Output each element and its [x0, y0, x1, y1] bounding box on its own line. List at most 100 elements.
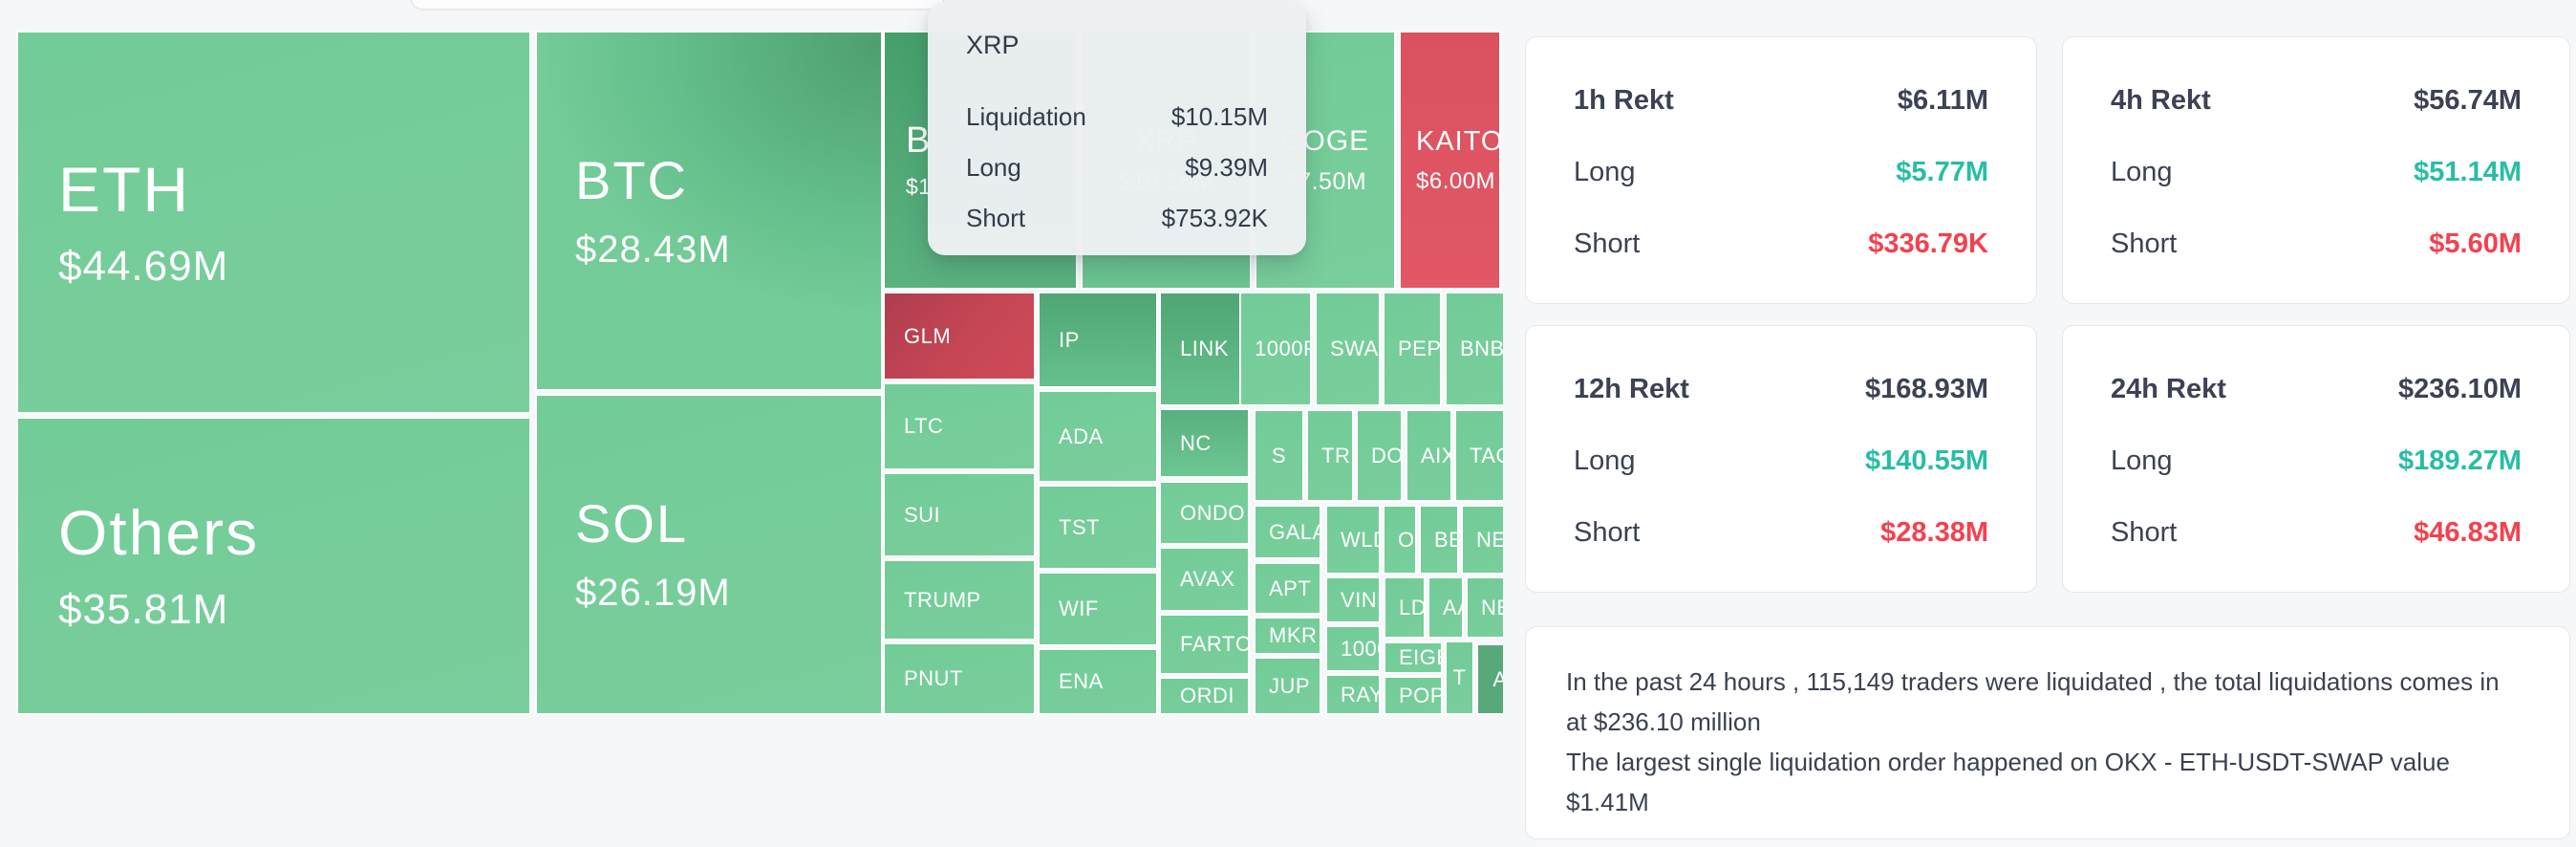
cell-symbol: NC	[1180, 430, 1212, 455]
cell-symbol: WIF	[1059, 597, 1099, 620]
card-short-row: Short $28.38M	[1574, 519, 1988, 547]
treemap-cell-nc[interactable]: NC	[1159, 408, 1250, 478]
treemap-cell-ondo[interactable]: ONDO	[1159, 481, 1250, 545]
tooltip-row-value: $753.92K	[1161, 204, 1268, 232]
tooltip-row-label: Long	[966, 153, 1021, 182]
cell-symbol: SUI	[904, 502, 941, 527]
treemap-cell-trump[interactable]: TRUMP	[883, 559, 1036, 641]
card-long-row: Long $51.14M	[2111, 159, 2522, 186]
cell-liquidation-value: $44.69M	[58, 242, 229, 290]
card-title-row: 1h Rekt $6.11M	[1574, 87, 1988, 115]
treemap-cell-k1000[interactable]: 1000	[1325, 625, 1381, 672]
card-long-row: Long $140.55M	[1574, 447, 1988, 475]
card-total-value: $168.93M	[1865, 374, 1988, 404]
cell-symbol: AAV	[1443, 595, 1462, 619]
card-short-value: $46.83M	[2414, 517, 2522, 548]
card-long-label: Long	[2111, 445, 2173, 476]
treemap-cell-pop[interactable]: POP	[1384, 676, 1443, 715]
treemap-cell-kaito[interactable]: KAITO $6.00M	[1399, 31, 1501, 290]
card-title-row: 24h Rekt $236.10M	[2111, 376, 2522, 403]
summary-line-2: The largest single liquidation order hap…	[1566, 748, 2450, 816]
cell-symbol: PEP	[1398, 337, 1442, 360]
treemap-cell-link[interactable]: LINK	[1159, 292, 1250, 406]
treemap-cell-wif[interactable]: WIF	[1038, 572, 1158, 646]
tooltip-row-value: $10.15M	[1170, 102, 1268, 131]
top-bar-remnant	[411, 0, 944, 10]
treemap-cell-aav[interactable]: AAV	[1428, 576, 1464, 639]
cell-symbol: ETH	[58, 153, 190, 225]
treemap-cell-n[interactable]: NE	[1466, 576, 1503, 639]
treemap-cell-dot[interactable]: DOT	[1356, 409, 1403, 502]
cell-liquidation-value: $6.00M	[1416, 167, 1496, 194]
card-total-value: $56.74M	[2414, 85, 2522, 116]
treemap-cell-aix[interactable]: AIX	[1406, 409, 1452, 502]
treemap-cell-pep[interactable]: PEP	[1383, 292, 1442, 406]
card-long-label: Long	[1574, 157, 1636, 187]
treemap-cell-vine[interactable]: VINE	[1325, 576, 1381, 623]
treemap-cell-s[interactable]: S	[1254, 409, 1304, 502]
cell-symbol: GLM	[904, 323, 952, 348]
cell-symbol: LINK	[1180, 337, 1229, 360]
treemap-cell-bnb[interactable]: BNB	[1445, 292, 1503, 406]
card-long-value: $140.55M	[1865, 445, 1988, 476]
treemap-cell-sui[interactable]: SUI	[883, 472, 1036, 557]
treemap-cell-eigen[interactable]: EIGEN	[1384, 641, 1443, 674]
tooltip-row-liquidation: Liquidation $10.15M	[966, 102, 1268, 132]
treemap-cell-t[interactable]: T	[1445, 641, 1474, 715]
treemap-cell-ldo[interactable]: LDO	[1384, 576, 1426, 639]
treemap-cell-glm[interactable]: GLM	[883, 292, 1036, 380]
cell-symbol: DOT	[1371, 443, 1403, 467]
treemap-cell-trb[interactable]: TRB	[1306, 409, 1354, 502]
card-short-label: Short	[2111, 228, 2178, 259]
treemap-cell-avax[interactable]: AVAX	[1159, 547, 1250, 612]
tooltip-coin-name: XRP	[966, 31, 1020, 59]
treemap-cell-others[interactable]: Others $35.81M	[16, 417, 531, 715]
cell-symbol: A	[1492, 668, 1503, 690]
cell-symbol: 1000P	[1255, 337, 1312, 360]
treemap-cell-ip[interactable]: IP	[1038, 292, 1158, 388]
treemap-cell-a[interactable]: A	[1476, 643, 1503, 715]
cell-symbol: ADA	[1059, 424, 1104, 448]
treemap-cell-apt[interactable]: APT	[1254, 562, 1321, 615]
treemap-cell-ordi[interactable]: ORDI	[1159, 677, 1250, 715]
cell-symbol: JUP	[1269, 673, 1311, 698]
treemap-cell-ena[interactable]: ENA	[1038, 648, 1158, 715]
treemap-cell-swa[interactable]: SWA	[1315, 292, 1381, 406]
cell-symbol: TST	[1059, 514, 1101, 539]
cell-symbol: GALA	[1269, 519, 1321, 544]
card-short-row: Short $46.83M	[2111, 519, 2522, 547]
treemap-cell-p1000[interactable]: 1000P	[1239, 292, 1312, 406]
tooltip-rows: Liquidation $10.15M Long $9.39M Short $753.92…	[966, 102, 1268, 233]
treemap-cell-mkr[interactable]: MKR	[1254, 617, 1321, 655]
treemap-cell-ray[interactable]: RAY	[1325, 674, 1381, 715]
treemap-cell-be[interactable]: BE	[1419, 505, 1459, 575]
card-long-label: Long	[1574, 445, 1636, 476]
treemap-cell-pnut[interactable]: PNUT	[883, 642, 1036, 715]
card-short-value: $5.60M	[2429, 228, 2522, 259]
tooltip-row-label: Liquidation	[966, 102, 1086, 131]
cell-symbol: POP	[1399, 683, 1443, 707]
treemap-cell-sol[interactable]: SOL $26.19M	[535, 394, 883, 715]
treemap-cell-tst[interactable]: TST	[1038, 485, 1158, 570]
cell-liquidation-value: $26.19M	[575, 572, 731, 614]
treemap-cell-jup[interactable]: JUP	[1254, 657, 1321, 715]
treemap-cell-wld[interactable]: WLD	[1325, 505, 1381, 575]
treemap-cell-gala[interactable]: GALA	[1254, 505, 1321, 559]
treemap-cell-ol[interactable]: OL	[1383, 505, 1417, 575]
cell-symbol: BE	[1434, 527, 1457, 552]
treemap-cell-btc[interactable]: BTC $28.43M	[535, 31, 883, 391]
treemap-cell-tao[interactable]: TAO	[1454, 409, 1503, 502]
cell-symbol: KAITO	[1416, 125, 1501, 157]
cell-symbol: SOL	[575, 493, 689, 554]
card-short-row: Short $5.60M	[2111, 230, 2522, 258]
cell-symbol: LTC	[904, 414, 944, 438]
cell-symbol: BTC	[575, 149, 688, 210]
treemap-cell-eth[interactable]: ETH $44.69M	[16, 31, 531, 414]
liquidation-summary-card: In the past 24 hours , 115,149 traders w…	[1525, 626, 2570, 839]
treemap-cell-ltc[interactable]: LTC	[883, 382, 1036, 470]
treemap-cell-ne[interactable]: NE	[1461, 505, 1503, 575]
cell-symbol: RAY	[1341, 682, 1381, 706]
treemap-cell-ada[interactable]: ADA	[1038, 390, 1158, 483]
